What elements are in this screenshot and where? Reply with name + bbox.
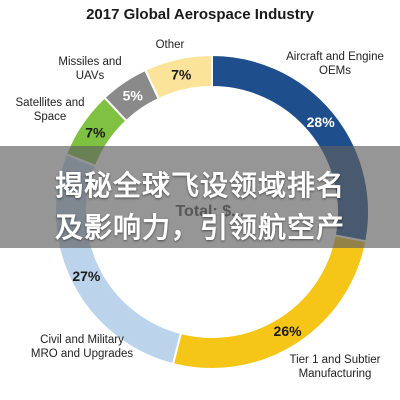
overlay-text-line-1: 揭秘全球飞设领域排名	[54, 169, 345, 202]
category-label: Satellites and Space	[15, 97, 84, 123]
category-label: Civil and Military MRO and Upgrades	[31, 334, 134, 360]
category-label: Tier 1 and Subtier Manufacturing	[290, 354, 381, 380]
overlay-text-line-2: 及影响力，引领航空产	[54, 211, 345, 244]
slice-value-label: 7%	[85, 125, 106, 141]
slice-value-label: 28%	[307, 114, 336, 130]
category-label: Missiles and UAVs	[58, 56, 121, 82]
donut-slice	[143, 53, 213, 101]
chart-title: 2017 Global Aerospace Industry	[86, 6, 314, 23]
slice-value-label: 5%	[123, 87, 144, 103]
slice-value-label: 7%	[171, 66, 192, 82]
donut-slice	[171, 234, 368, 370]
slice-value-label: 27%	[72, 268, 101, 284]
slice-value-label: 26%	[274, 323, 303, 339]
category-label: Aircraft and Engine OEMs	[286, 51, 384, 77]
category-label: Other	[156, 39, 185, 51]
overlay-banner	[0, 146, 400, 248]
